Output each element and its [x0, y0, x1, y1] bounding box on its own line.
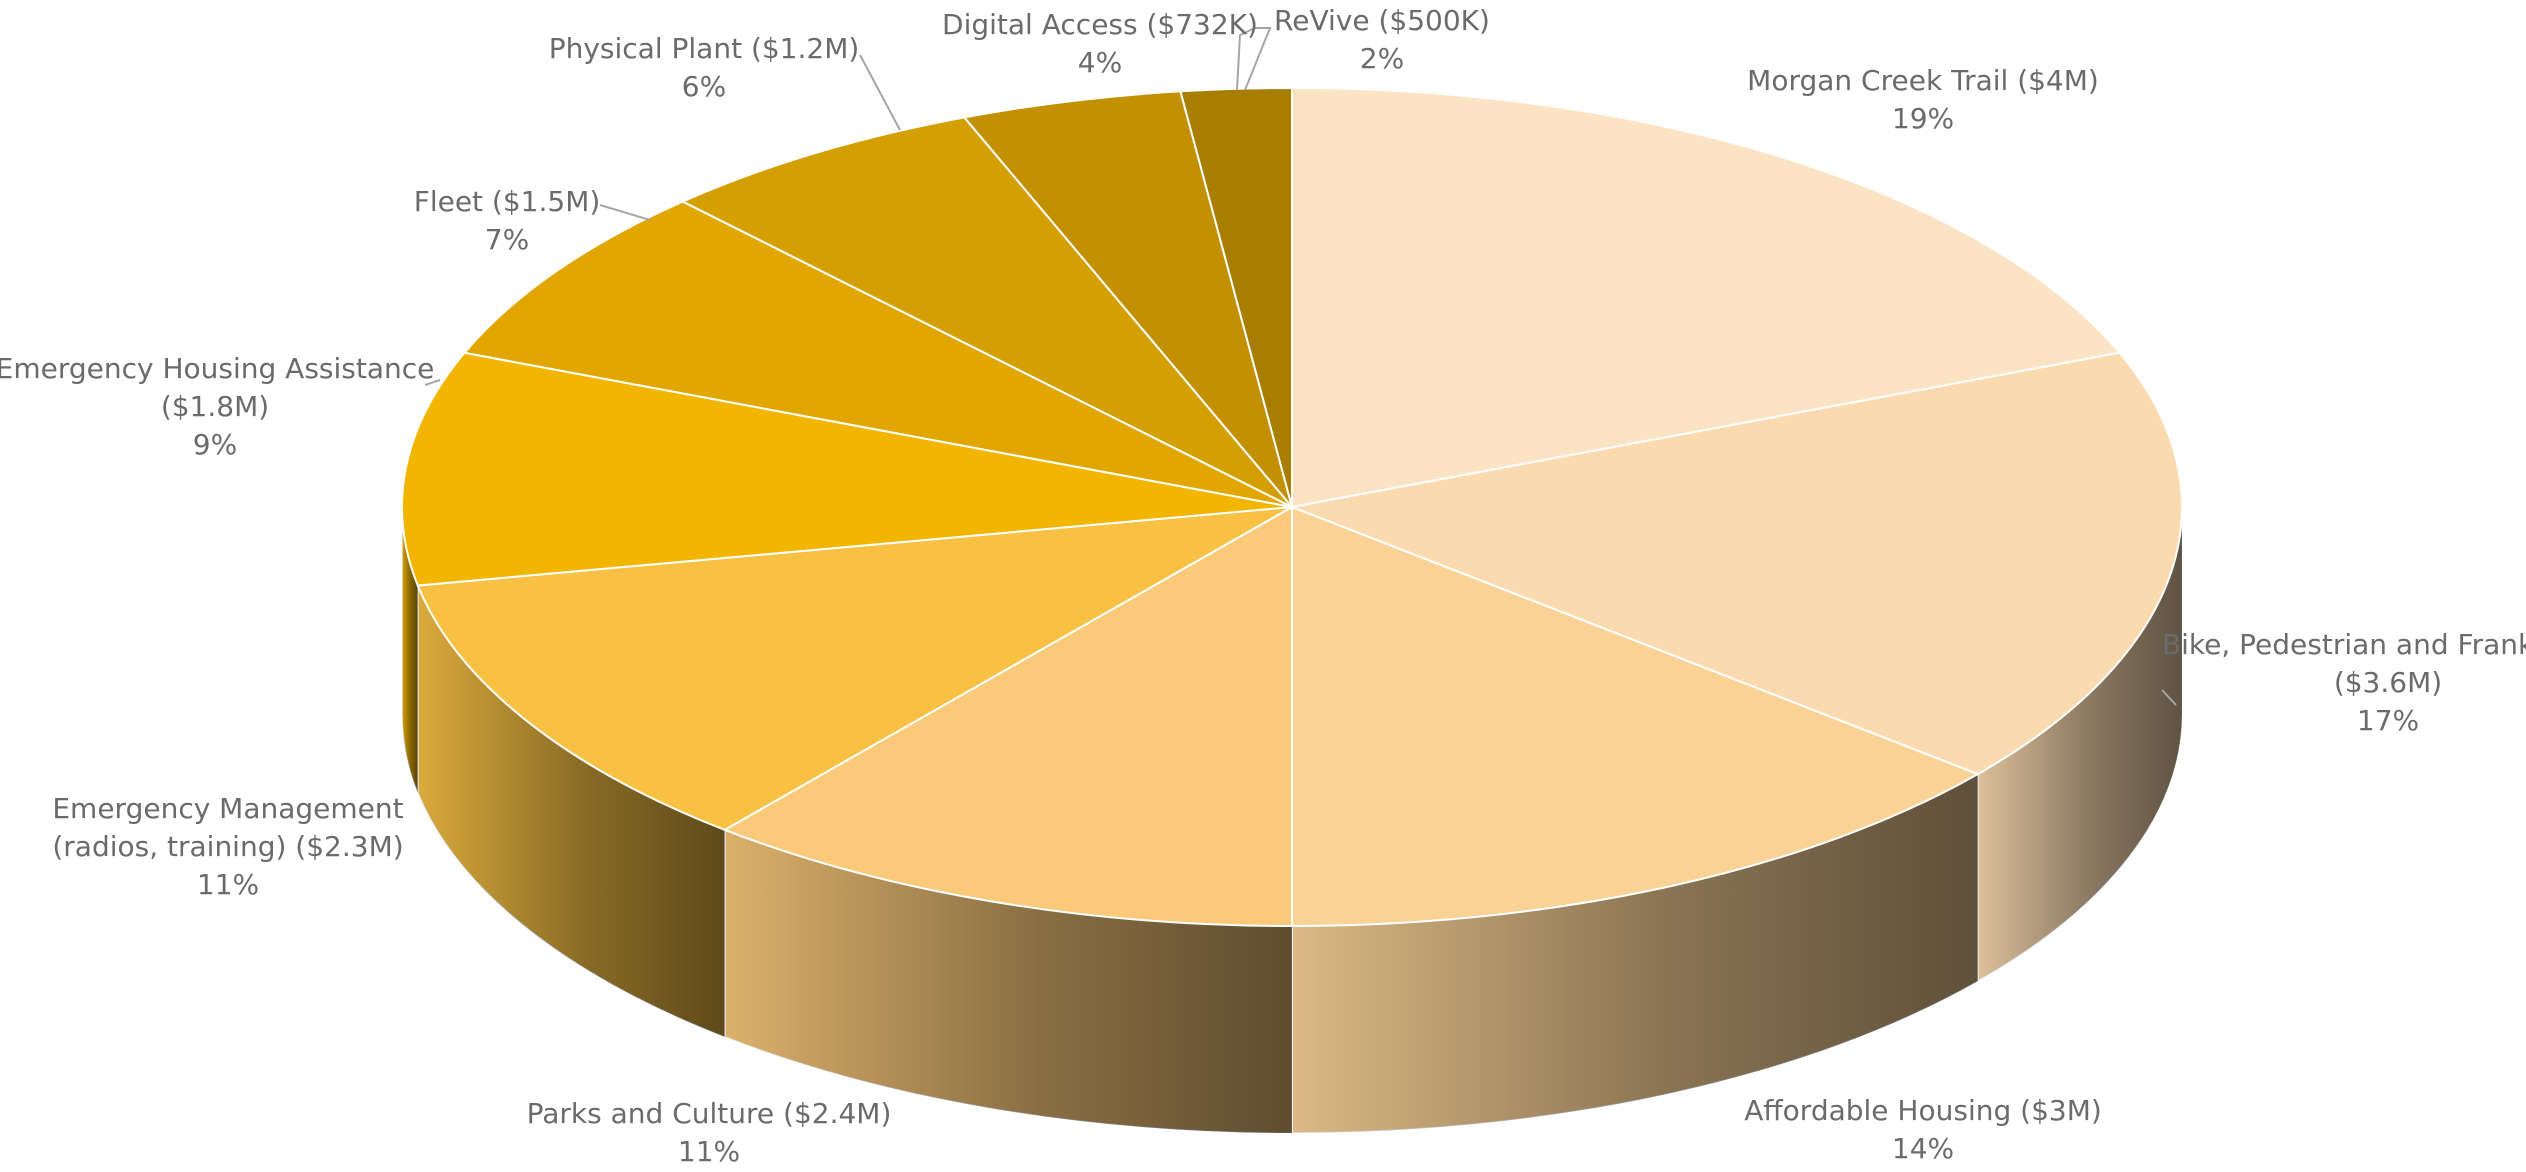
- leader-line: [1244, 27, 1272, 91]
- slice: [1288, 351, 2183, 776]
- leader-line: [424, 379, 441, 386]
- data-label: Physical Plant ($1.2M) 6%: [549, 30, 860, 106]
- data-label: Emergency Management (radios, training) …: [0, 790, 458, 904]
- category-name: Affordable Housing ($3M): [1744, 1094, 2102, 1127]
- value-label: 17%: [2356, 704, 2420, 737]
- value-label: 2%: [1359, 42, 1405, 75]
- leader-line: [599, 204, 651, 221]
- data-label: ReVive ($500K) 2%: [1274, 2, 1490, 78]
- slice: [1291, 505, 1981, 928]
- leader-line: [2161, 689, 2177, 706]
- category-name: Digital Access ($732K): [942, 8, 1258, 41]
- category-name: Physical Plant ($1.2M): [548, 32, 860, 65]
- category-name: Bike, Pedestrian and Franklin St. ($3.6M…: [2161, 628, 2526, 699]
- value-label: 11%: [196, 868, 260, 901]
- value-label: 4%: [1077, 46, 1123, 79]
- category-name: Fleet ($1.5M): [413, 185, 601, 218]
- leader-line: [1236, 27, 1256, 91]
- slice-side-shade: [402, 507, 418, 793]
- data-label: Affordable Housing ($3M) 14%: [1744, 1092, 2102, 1168]
- slice: [962, 90, 1293, 508]
- slice-side-shade: [1977, 507, 2182, 982]
- slice-side-shade: [724, 829, 1292, 1133]
- value-label: 19%: [1891, 102, 1955, 135]
- data-label: Emergency Housing Assistance ($1.8M) 9%: [0, 350, 435, 464]
- data-label: Morgan Creek Trail ($4M) 19%: [1747, 62, 2099, 138]
- value-label: 6%: [681, 70, 727, 103]
- slice: [722, 505, 1293, 928]
- slice: [1291, 86, 2122, 509]
- category-name: Emergency Management (radios, training) …: [52, 792, 404, 863]
- slice: [416, 506, 1293, 831]
- data-label: Digital Access ($732K) 4%: [942, 6, 1258, 82]
- value-label: 14%: [1891, 1132, 1955, 1165]
- category-name: Emergency Housing Assistance ($1.8M): [0, 352, 435, 423]
- slice-side-shade: [417, 585, 725, 1037]
- category-name: Morgan Creek Trail ($4M): [1747, 64, 2099, 97]
- leader-line: [859, 54, 901, 131]
- data-label: Parks and Culture ($2.4M) 11%: [527, 1095, 892, 1171]
- value-label: 7%: [484, 223, 530, 256]
- data-label: Fleet ($1.5M) 7%: [414, 183, 601, 259]
- value-label: 9%: [192, 428, 238, 461]
- category-name: ReVive ($500K): [1274, 4, 1490, 37]
- slice-side-shade: [1292, 774, 1978, 1133]
- slice: [462, 200, 1293, 508]
- value-label: 11%: [677, 1135, 741, 1168]
- slice: [680, 116, 1293, 508]
- category-name: Parks and Culture ($2.4M): [526, 1097, 892, 1130]
- slice: [401, 351, 1293, 587]
- data-label: Bike, Pedestrian and Franklin St. ($3.6M…: [2153, 626, 2526, 740]
